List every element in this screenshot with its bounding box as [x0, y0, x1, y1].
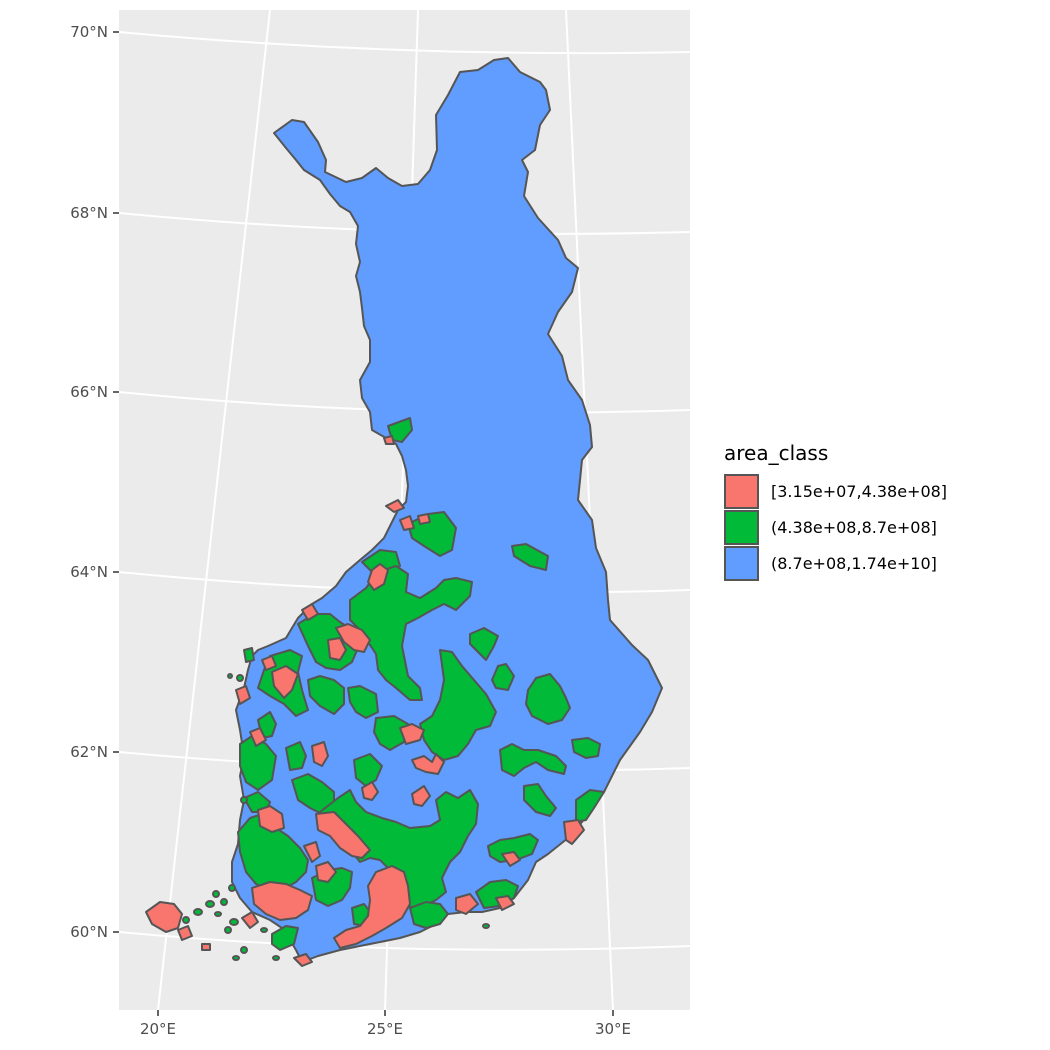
x-axis: 20°E 25°E 30°E — [140, 1010, 631, 1038]
y-tick-label: 60°N — [70, 923, 108, 941]
legend-label-high: (8.7e+08,1.74e+10] — [771, 554, 937, 573]
mid-class-regions — [237, 417, 605, 951]
y-tick-label: 66°N — [70, 383, 108, 401]
y-tick-label: 64°N — [70, 563, 108, 581]
legend-title: area_class — [724, 441, 828, 465]
y-axis: 70°N 68°N 66°N 64°N 62°N 60°N — [70, 23, 119, 941]
x-tick-label: 25°E — [367, 1020, 403, 1038]
y-tick-label: 68°N — [70, 204, 108, 222]
legend-key-high — [724, 546, 759, 581]
legend-key-mid — [724, 510, 759, 545]
y-tick-label: 62°N — [70, 743, 108, 761]
legend: area_class [3.15e+07,4.38e+08] (4.38e+08… — [724, 441, 947, 581]
legend-label-low: [3.15e+07,4.38e+08] — [771, 482, 947, 501]
low-class-regions — [145, 435, 585, 967]
legend-key-low — [724, 474, 759, 509]
archipelago-islands — [182, 673, 490, 961]
legend-label-mid: (4.38e+08,8.7e+08] — [771, 518, 937, 537]
x-tick-label: 30°E — [595, 1020, 631, 1038]
x-tick-label: 20°E — [140, 1020, 176, 1038]
y-tick-label: 70°N — [70, 23, 108, 41]
